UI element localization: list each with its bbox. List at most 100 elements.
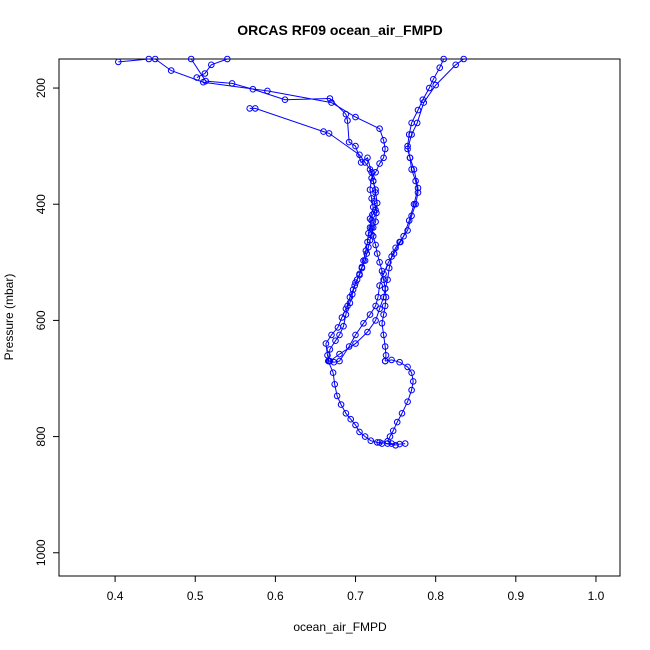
data-point (342, 305, 350, 313)
data-point (366, 186, 374, 193)
data-point (393, 418, 401, 426)
data-point (368, 174, 375, 182)
data-point (372, 241, 379, 249)
data-point (193, 74, 201, 81)
data-point (346, 299, 354, 307)
data-point (380, 331, 387, 339)
data-point (365, 230, 372, 237)
data-point (364, 328, 371, 336)
data-point (373, 199, 381, 207)
y-axis-label: Pressure (mbar) (2, 274, 16, 361)
data-point (408, 166, 415, 173)
data-point (405, 131, 413, 138)
data-point (414, 189, 422, 196)
data-point (329, 369, 337, 377)
data-point (376, 439, 383, 446)
x-tick-label: 0.6 (267, 589, 284, 603)
data-point (325, 130, 333, 137)
data-point (381, 285, 389, 292)
data-point (322, 340, 330, 347)
data-point (412, 177, 419, 185)
data-point (404, 363, 411, 371)
series-line (385, 359, 414, 445)
data-point (357, 159, 365, 166)
data-point (406, 154, 414, 162)
data-point (167, 67, 175, 74)
data-point (369, 203, 377, 211)
data-point (352, 421, 359, 429)
data-point (338, 314, 346, 321)
data-point (361, 257, 369, 264)
data-point (201, 70, 209, 77)
data-point (369, 232, 377, 240)
data-point (396, 358, 403, 366)
data-point (372, 317, 379, 324)
data-point (408, 369, 415, 377)
series-7 (151, 55, 390, 365)
data-point (151, 55, 159, 63)
data-point (320, 128, 327, 135)
series-group (115, 55, 468, 449)
data-point (381, 145, 389, 153)
data-point (349, 291, 356, 298)
series-line (118, 58, 149, 63)
data-point (336, 350, 343, 358)
data-point (376, 282, 383, 289)
data-point (430, 76, 437, 83)
data-point (404, 227, 411, 234)
data-point (414, 106, 422, 114)
data-point (336, 357, 343, 365)
series-line (249, 58, 464, 363)
data-point (380, 311, 387, 318)
data-point (360, 320, 367, 327)
data-point (356, 428, 363, 436)
y-axis: 200 400 600 800 1000 (34, 78, 60, 566)
data-point (200, 78, 207, 86)
data-point (366, 166, 374, 173)
data-point (404, 398, 411, 406)
data-point (347, 415, 355, 423)
data-point (384, 276, 391, 284)
data-point (333, 392, 341, 400)
data-point (396, 238, 403, 246)
x-tick-label: 0.5 (187, 589, 204, 603)
data-point (368, 231, 375, 238)
data-point (400, 232, 407, 240)
data-point (252, 105, 259, 112)
data-point (385, 264, 393, 272)
data-point (334, 324, 342, 331)
data-point (382, 293, 390, 301)
data-point (356, 270, 363, 278)
data-point (388, 356, 395, 364)
series-line (190, 58, 383, 445)
data-point (361, 159, 369, 166)
data-point (398, 410, 406, 417)
y-tick-label: 800 (34, 426, 48, 446)
data-point (324, 352, 331, 359)
data-point (440, 55, 448, 63)
data-point (378, 320, 386, 327)
data-point (281, 96, 289, 103)
data-point (352, 340, 359, 347)
data-point (353, 276, 361, 284)
x-tick-label: 0.7 (347, 589, 364, 603)
data-point (373, 209, 380, 217)
data-point (378, 267, 386, 275)
data-point (420, 99, 428, 106)
data-point (408, 386, 415, 394)
x-axis-label: ocean_air_FMPD (293, 620, 387, 634)
data-point (337, 401, 345, 408)
data-point (419, 96, 427, 103)
data-point (368, 224, 375, 231)
data-point (376, 160, 383, 167)
data-point (115, 58, 122, 66)
data-point (389, 427, 397, 435)
data-point (336, 331, 343, 339)
series-line (329, 58, 445, 362)
data-point (372, 218, 379, 225)
data-point (381, 343, 389, 350)
data-point (452, 61, 460, 69)
data-point (356, 151, 363, 159)
data-point (331, 381, 339, 388)
